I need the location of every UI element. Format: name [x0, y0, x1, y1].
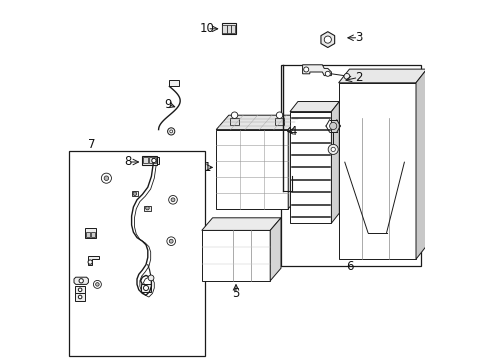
Circle shape: [167, 237, 175, 246]
Circle shape: [104, 176, 109, 180]
Polygon shape: [303, 65, 331, 76]
Bar: [227, 25, 231, 33]
Bar: [85, 228, 96, 238]
Bar: [91, 232, 95, 237]
Text: 1: 1: [203, 161, 211, 174]
Bar: [69, 151, 205, 356]
Circle shape: [171, 198, 175, 202]
Polygon shape: [290, 102, 339, 112]
Bar: [216, 130, 288, 209]
Circle shape: [96, 283, 99, 286]
Polygon shape: [288, 115, 301, 209]
Polygon shape: [339, 69, 427, 83]
Circle shape: [231, 112, 238, 118]
Circle shape: [79, 279, 83, 283]
Bar: [170, 80, 179, 86]
Text: 7: 7: [88, 138, 96, 150]
Bar: [281, 65, 421, 266]
Text: 5: 5: [232, 287, 240, 300]
Bar: [231, 25, 235, 33]
Circle shape: [168, 128, 175, 135]
Bar: [144, 206, 151, 211]
Bar: [149, 157, 159, 164]
Text: 4: 4: [290, 125, 297, 138]
Bar: [221, 23, 236, 34]
Text: 9: 9: [164, 98, 171, 111]
Polygon shape: [331, 102, 339, 223]
Bar: [202, 230, 270, 281]
Circle shape: [324, 36, 331, 43]
Polygon shape: [74, 277, 88, 284]
Bar: [290, 112, 331, 223]
Polygon shape: [416, 69, 427, 259]
Polygon shape: [270, 218, 281, 281]
Circle shape: [88, 260, 92, 264]
Bar: [143, 156, 157, 165]
Circle shape: [344, 73, 350, 79]
Bar: [141, 284, 151, 292]
Bar: [222, 25, 227, 33]
Bar: [275, 118, 284, 125]
Circle shape: [152, 158, 156, 163]
Circle shape: [304, 67, 309, 72]
Circle shape: [146, 206, 149, 210]
Circle shape: [78, 288, 82, 292]
Text: 2: 2: [355, 71, 362, 84]
Bar: [75, 286, 85, 293]
Circle shape: [148, 275, 154, 281]
Bar: [153, 157, 156, 163]
Bar: [86, 232, 90, 237]
Text: 3: 3: [355, 31, 362, 44]
Circle shape: [94, 280, 101, 288]
Text: 8: 8: [124, 156, 132, 168]
Circle shape: [328, 144, 338, 154]
Polygon shape: [321, 32, 335, 48]
Bar: [230, 118, 239, 125]
Circle shape: [133, 192, 137, 195]
Text: 6: 6: [345, 260, 353, 273]
Circle shape: [276, 112, 283, 118]
Text: 10: 10: [200, 22, 215, 35]
Bar: [143, 157, 148, 163]
Circle shape: [325, 71, 330, 76]
Circle shape: [144, 285, 148, 291]
Bar: [132, 191, 138, 196]
Circle shape: [169, 239, 173, 243]
Polygon shape: [88, 256, 99, 265]
Polygon shape: [216, 115, 301, 130]
Circle shape: [331, 147, 335, 152]
Polygon shape: [202, 218, 281, 230]
Circle shape: [101, 173, 111, 183]
Circle shape: [78, 295, 82, 299]
Bar: [339, 83, 416, 259]
Circle shape: [170, 130, 172, 133]
Circle shape: [330, 122, 337, 130]
Bar: [75, 293, 85, 301]
Bar: [149, 157, 152, 163]
Circle shape: [169, 195, 177, 204]
